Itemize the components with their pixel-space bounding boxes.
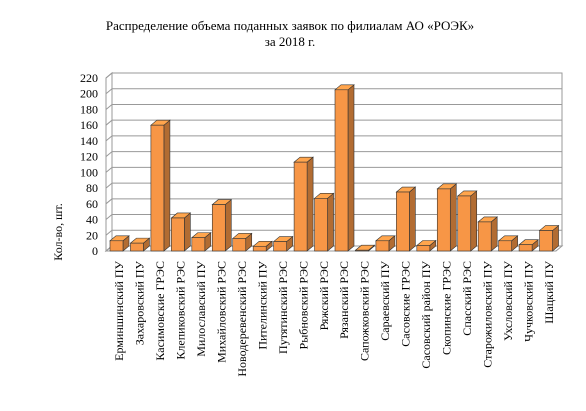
y-tick-label: 180 <box>80 102 98 116</box>
side-wall <box>105 71 113 253</box>
x-tick-label: Сасовский район ПУ <box>419 261 433 369</box>
bar-side <box>470 190 478 252</box>
grid-line <box>105 119 113 126</box>
x-tick-label: Сапожковский РЭС <box>358 261 372 361</box>
y-tick-label: 80 <box>86 181 98 195</box>
y-tick-label: 200 <box>80 87 98 101</box>
bar <box>293 161 308 252</box>
y-tick-label: 140 <box>80 134 98 148</box>
bar <box>355 249 369 252</box>
chart-subtitle: за 2018 г. <box>265 34 316 49</box>
bar <box>273 241 287 252</box>
x-tick-label: Спасский РЭС <box>460 261 474 336</box>
bar <box>518 244 533 252</box>
y-axis-label: Кол-во, шт. <box>51 203 65 260</box>
bar <box>252 245 267 252</box>
bar <box>539 230 553 252</box>
bar <box>375 240 390 252</box>
bar <box>457 195 472 252</box>
grid-line <box>105 135 113 142</box>
x-tick-label: Клепиковский РЭС <box>174 261 188 360</box>
bar-side <box>184 212 191 252</box>
bar <box>477 221 492 252</box>
bar <box>171 217 185 252</box>
y-tick-label: 20 <box>86 228 98 242</box>
y-tick-label: 220 <box>80 71 98 85</box>
grid-line <box>105 198 113 205</box>
y-tick-label: 120 <box>80 150 98 164</box>
x-tick-label: Захаровский ПУ <box>133 260 147 345</box>
grid-line <box>105 182 113 189</box>
bar <box>130 242 144 252</box>
x-tick-label: Старожиловский ПУ <box>480 261 494 368</box>
x-tick-label: Ряжский РЭС <box>317 261 331 330</box>
y-tick-label: 100 <box>80 165 98 179</box>
bar-side <box>224 198 232 252</box>
bar <box>334 89 349 252</box>
y-tick-label: 160 <box>80 118 98 132</box>
x-tick-label: Касимовские ГРЭС <box>153 261 167 361</box>
x-tick-label: Чучковский ПУ <box>521 260 535 341</box>
x-tick-label: Сасовские ГРЭС <box>399 261 413 347</box>
grid-line <box>105 151 113 158</box>
bar <box>150 124 165 252</box>
bar-side <box>306 156 314 252</box>
bar <box>498 240 512 252</box>
x-tick-label: Путятинский РЭС <box>276 261 290 354</box>
bar <box>211 204 226 252</box>
bar-side <box>449 183 457 252</box>
x-tick-label: Ерминшинский ПУ <box>112 261 126 361</box>
x-tick-label: Сараевский ПУ <box>378 261 392 341</box>
grid-line <box>105 88 113 95</box>
x-tick-label: Новодеревенский РЭС <box>235 261 249 377</box>
chart-title: Распределение объема поданных заявок по … <box>106 18 474 33</box>
grid-line <box>105 214 113 220</box>
y-tick-label: 40 <box>86 213 98 227</box>
bar-side <box>327 192 334 252</box>
x-tick-label: Скопинские ГРЭС <box>440 261 454 355</box>
bar-side <box>409 186 416 252</box>
grid-line <box>105 229 113 236</box>
x-tick-label: Рязанский РЭС <box>337 261 351 339</box>
grid-line <box>105 104 113 110</box>
bar <box>416 245 431 252</box>
bar-side <box>347 84 355 252</box>
x-tick-label: Шацкий ПУ <box>542 261 556 324</box>
bar <box>191 237 206 252</box>
bar <box>396 191 410 252</box>
x-tick-label: Милославский ПУ <box>194 261 208 357</box>
y-tick-label: 0 <box>92 244 98 258</box>
bar <box>436 188 451 252</box>
grid-line <box>105 72 113 79</box>
x-tick-label: Пителинский ПУ <box>255 261 269 350</box>
bar <box>232 238 247 252</box>
x-tick-label: Ухсловский ПУ <box>501 261 515 342</box>
bar <box>109 240 124 252</box>
bar-side <box>163 119 171 252</box>
y-tick-label: 60 <box>86 197 98 211</box>
x-tick-label: Рыбновский РЭС <box>296 261 310 349</box>
bar-side <box>490 216 498 252</box>
x-tick-label: Михайловский РЭС <box>215 261 229 363</box>
bar <box>314 198 328 252</box>
grid-line <box>105 166 113 173</box>
